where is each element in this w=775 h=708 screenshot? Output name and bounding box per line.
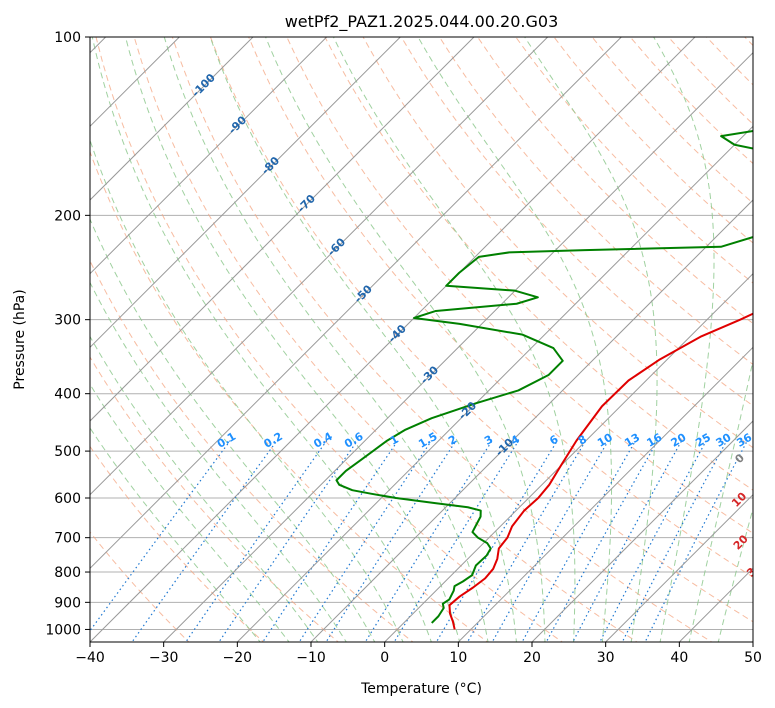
moist-adiabat (265, 37, 546, 642)
mixing-ratio-line (521, 440, 637, 642)
dry-adiabat (133, 37, 638, 642)
mixing-ratio-line (185, 440, 328, 642)
moist-adiabat (90, 217, 376, 642)
isotherm (531, 420, 753, 642)
mixing-ratio-lines (90, 440, 748, 642)
isotherm (457, 346, 753, 642)
moist-adiabat (163, 37, 489, 642)
mixing-ratio-line (545, 440, 659, 642)
mixing-ratio-line (90, 440, 231, 632)
x-tick-label: 10 (449, 650, 467, 666)
x-axis-title: Temperature (°C) (360, 681, 482, 697)
y-tick-label: 900 (54, 595, 81, 611)
dry-adiabat (439, 37, 753, 366)
isotherm (90, 37, 401, 349)
y-tick-label: 400 (54, 387, 81, 403)
y-tick-label: 600 (54, 491, 81, 507)
mixing-ratio-line (572, 440, 683, 642)
sounding-series (335, 129, 753, 630)
y-tick-label: 700 (54, 531, 81, 547)
moist-adiabat (524, 37, 658, 642)
dry-adiabat (248, 37, 753, 578)
x-tick-label: −40 (75, 650, 105, 666)
moist-adiabat (688, 358, 753, 642)
moist-adiabat (90, 281, 347, 642)
mixing-ratio-line (435, 440, 558, 642)
dewpoint-profile (335, 129, 753, 624)
mixing-ratio-line (364, 440, 493, 642)
isotherm (310, 199, 753, 642)
mixing-ratio-line (621, 440, 728, 642)
moist-adiabat (91, 37, 432, 642)
moist-adiabat (125, 37, 461, 642)
y-tick-label: 200 (54, 208, 81, 224)
dry-adiabat (90, 445, 265, 642)
mixing-ratio-line (599, 440, 707, 642)
isotherm (605, 493, 753, 642)
moist-adiabat (90, 138, 404, 642)
x-tick-label: −10 (296, 650, 326, 666)
x-tick-label: 20 (523, 650, 541, 666)
moist-adiabat (90, 383, 290, 642)
dry-adiabat (286, 37, 753, 534)
moist-adiabat (90, 335, 319, 642)
x-tick-label: −20 (223, 650, 253, 666)
x-tick-label: 30 (597, 650, 615, 666)
temperature-profile (448, 312, 753, 630)
x-tick-label: −30 (149, 650, 179, 666)
chart-title: wetPf2_PAZ1.2025.044.00.20.G03 (285, 12, 559, 32)
axis-ticks: −40 −30 −20 −10 0 10 20 30 40 50 100 200 300 400 500 60… (45, 30, 762, 666)
dry-adiabat (95, 37, 564, 642)
y-tick-label: 100 (54, 30, 81, 46)
isotherm (90, 37, 475, 422)
isotherm (90, 37, 254, 201)
y-tick-label: 800 (54, 565, 81, 581)
isotherm (90, 37, 328, 275)
dry-adiabat (477, 37, 753, 325)
mixing-ratio-label: 36 (734, 431, 754, 450)
dry-adiabat (400, 37, 753, 407)
y-axis-title: Pressure (hPa) (12, 289, 28, 389)
dry-adiabat (362, 37, 753, 449)
moist-adiabat (90, 427, 261, 642)
dry-adiabat (90, 259, 414, 642)
mixing-ratio-line (491, 440, 609, 642)
isotherm (163, 51, 753, 642)
moist-adiabat (417, 37, 613, 642)
y-tick-label: 300 (54, 313, 81, 329)
isotherm (90, 37, 622, 570)
x-tick-label: 50 (744, 650, 762, 666)
mixing-ratio-line (644, 440, 748, 642)
dry-adiabat (90, 356, 339, 642)
y-tick-label: 500 (54, 444, 81, 460)
x-tick-label: 0 (380, 650, 389, 666)
isotherm (90, 37, 696, 642)
isotherm (236, 125, 753, 642)
plot-area: 0.1 0.2 0.4 0.6 1 1.5 2 3 4 6 8 10 13 16 20 25 30 36-100-… (90, 37, 764, 642)
plot-frame (89, 36, 754, 643)
y-tick-label: 1000 (45, 622, 81, 638)
mixing-ratio-line (218, 440, 358, 642)
dry-adiabat (324, 37, 753, 491)
dry-adiabat (210, 37, 753, 623)
isotherm (90, 37, 549, 496)
moist-adiabat (653, 37, 715, 642)
moist-adiabat-label: 30 (744, 559, 764, 579)
x-tick-label: 40 (670, 650, 688, 666)
